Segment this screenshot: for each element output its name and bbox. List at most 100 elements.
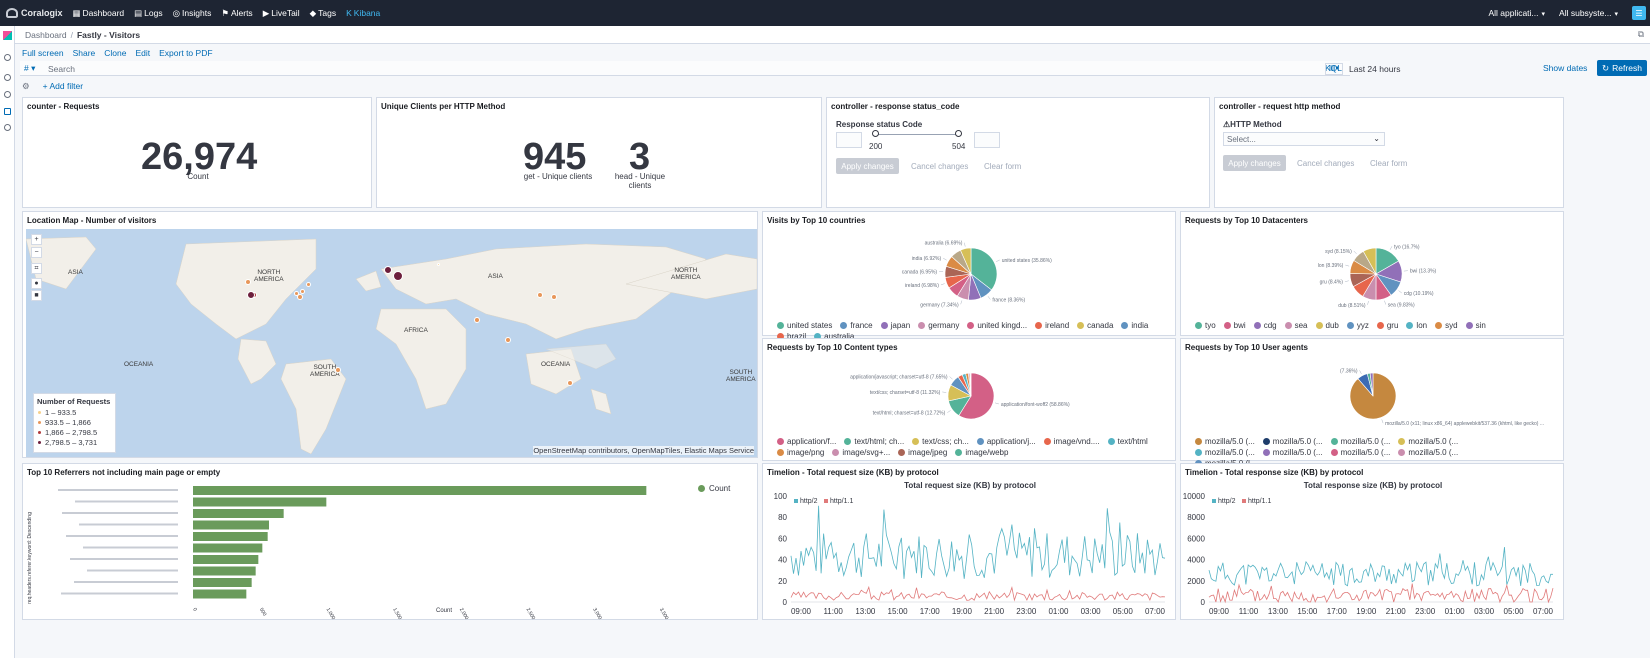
legend-item[interactable]: sin	[1465, 321, 1486, 330]
pie-slice[interactable]	[1362, 247, 1377, 276]
refresh-button[interactable]: ↻ Refresh	[1597, 60, 1647, 76]
fit-bounds-icon[interactable]: ⌗	[31, 263, 42, 274]
calendar-icon[interactable]: ▤▾	[1325, 62, 1343, 75]
map-point[interactable]	[474, 317, 480, 323]
legend-item[interactable]: yyz	[1346, 321, 1369, 330]
legend-item[interactable]: dub	[1315, 321, 1339, 330]
map-point[interactable]	[537, 292, 543, 298]
cancel-changes-button[interactable]: Cancel changes	[1297, 159, 1355, 168]
map-point[interactable]	[299, 288, 305, 294]
status-max-input[interactable]	[974, 132, 1000, 148]
map-canvas[interactable]: + − ⌗ ● ■ ASIA NORTH AMERICA ASIA NORTH AMERI…	[26, 229, 757, 457]
map-point[interactable]	[247, 291, 255, 299]
legend-item[interactable]: lon	[1406, 321, 1427, 330]
map-point[interactable]	[393, 271, 403, 281]
legend-item[interactable]: text/html; ch...	[844, 437, 904, 446]
pie-slice[interactable]	[1349, 372, 1397, 420]
pie-slice[interactable]	[970, 372, 972, 397]
map-point[interactable]	[305, 281, 311, 287]
legend-item[interactable]: text/html	[1107, 437, 1148, 446]
legend-item[interactable]: mozilla/5.0 (...	[1195, 437, 1255, 446]
legend-item[interactable]: brazil	[777, 332, 806, 341]
management-icon[interactable]	[4, 124, 11, 131]
legend-item[interactable]: mozilla/5.0 (...	[1195, 448, 1255, 457]
legend-item[interactable]: india	[1121, 321, 1148, 330]
method-select[interactable]: Select... ⌄	[1223, 132, 1385, 146]
referrer-bar[interactable]	[193, 543, 263, 553]
map-point[interactable]	[384, 266, 392, 274]
legend-item[interactable]: gru	[1376, 321, 1398, 330]
legend-item[interactable]: mozilla/5.0 (...	[1398, 448, 1458, 457]
clear-form-button[interactable]: Clear form	[1370, 159, 1408, 168]
apply-changes-button[interactable]: Apply changes	[1223, 155, 1286, 171]
time-range[interactable]: Last 24 hours	[1349, 63, 1401, 74]
legend-item[interactable]: image/jpeg	[898, 448, 947, 457]
pie-slice[interactable]	[958, 372, 995, 420]
map-point[interactable]	[436, 262, 440, 266]
clear-form-button[interactable]: Clear form	[984, 162, 1022, 171]
legend-item[interactable]: mozilla/5.0 (...	[1398, 437, 1458, 446]
status-min-handle[interactable]	[872, 130, 879, 137]
map-point[interactable]	[297, 294, 303, 300]
brand-logo[interactable]: Coralogix	[6, 8, 63, 18]
date-picker[interactable]: ▤▾ Last 24 hours	[1325, 61, 1401, 76]
nav-logs[interactable]: ▤ Logs	[134, 8, 162, 19]
legend-item[interactable]: ireland	[1035, 321, 1069, 330]
legend-item[interactable]: united states	[777, 321, 832, 330]
subsystem-select[interactable]: All subsyste...	[1559, 8, 1618, 18]
share-link[interactable]: Share	[72, 47, 96, 58]
legend-item[interactable]: sea	[1284, 321, 1308, 330]
legend-item[interactable]: bwi	[1223, 321, 1246, 330]
dashboard-icon[interactable]	[4, 108, 11, 115]
zoom-out-icon[interactable]: −	[31, 247, 42, 258]
status-min-input[interactable]	[836, 132, 862, 148]
apply-changes-button[interactable]: Apply changes	[836, 158, 899, 174]
draw-circle-icon[interactable]: ●	[31, 278, 42, 289]
fullscreen-link[interactable]: Full screen	[22, 47, 64, 58]
nav-kibana[interactable]: K Kibana	[346, 8, 380, 18]
legend-item[interactable]: canada	[1077, 321, 1113, 330]
legend-item[interactable]: image/svg+...	[832, 448, 890, 457]
legend-item[interactable]: mozilla/5.0 (...	[1262, 448, 1323, 457]
pie-slice[interactable]	[970, 247, 998, 291]
kibana-logo-icon[interactable]	[3, 31, 12, 40]
referrer-bar[interactable]	[193, 509, 284, 518]
zoom-in-icon[interactable]: +	[31, 234, 42, 245]
map-point[interactable]	[335, 367, 341, 373]
legend-item[interactable]: mozilla/5.0 (...	[1330, 437, 1390, 446]
add-filter-button[interactable]: + Add filter	[42, 81, 84, 91]
legend-label[interactable]: http/2	[1218, 498, 1236, 505]
visualize-icon[interactable]	[4, 91, 11, 98]
legend-item[interactable]: image/png	[777, 448, 824, 457]
map-point[interactable]	[245, 279, 251, 285]
legend-item[interactable]: image/webp	[955, 448, 1008, 457]
legend-item[interactable]: france	[840, 321, 873, 330]
nav-insights[interactable]: ◎ Insights	[173, 8, 212, 19]
nav-dashboard[interactable]: ▦ Dashboard	[73, 8, 125, 19]
referrer-bar[interactable]	[193, 566, 256, 576]
pie-slice[interactable]	[1369, 372, 1374, 397]
kql-toggle[interactable]: KQL	[1324, 63, 1342, 73]
referrer-bar[interactable]	[193, 578, 252, 587]
legend-item[interactable]: application/j...	[976, 437, 1036, 446]
referrer-bar[interactable]	[193, 497, 327, 507]
legend-item[interactable]: united kingd...	[967, 321, 1027, 330]
map-attribution[interactable]: OpenStreetMap contributors, OpenMapTiles…	[533, 446, 754, 455]
status-max-handle[interactable]	[955, 130, 962, 137]
edit-link[interactable]: Edit	[135, 47, 151, 58]
expand-icon[interactable]: ⧉	[1637, 29, 1644, 39]
referrer-bar[interactable]	[193, 486, 647, 495]
legend-item[interactable]: australia	[814, 332, 854, 341]
application-select[interactable]: All applicati...	[1488, 8, 1545, 18]
map-point[interactable]	[551, 294, 557, 300]
referrer-bar[interactable]	[193, 532, 268, 541]
legend-item[interactable]: application/f...	[777, 437, 836, 446]
pie-slice[interactable]	[960, 247, 972, 275]
legend-item[interactable]: germany	[918, 321, 959, 330]
referrer-bar[interactable]	[193, 520, 269, 530]
search-input[interactable]: # ▾ Search KQL	[20, 61, 1350, 76]
legend-label[interactable]: http/1.1	[830, 498, 853, 505]
legend-item[interactable]: japan	[880, 321, 910, 330]
map-point[interactable]	[567, 380, 573, 386]
map-point[interactable]	[293, 290, 299, 296]
